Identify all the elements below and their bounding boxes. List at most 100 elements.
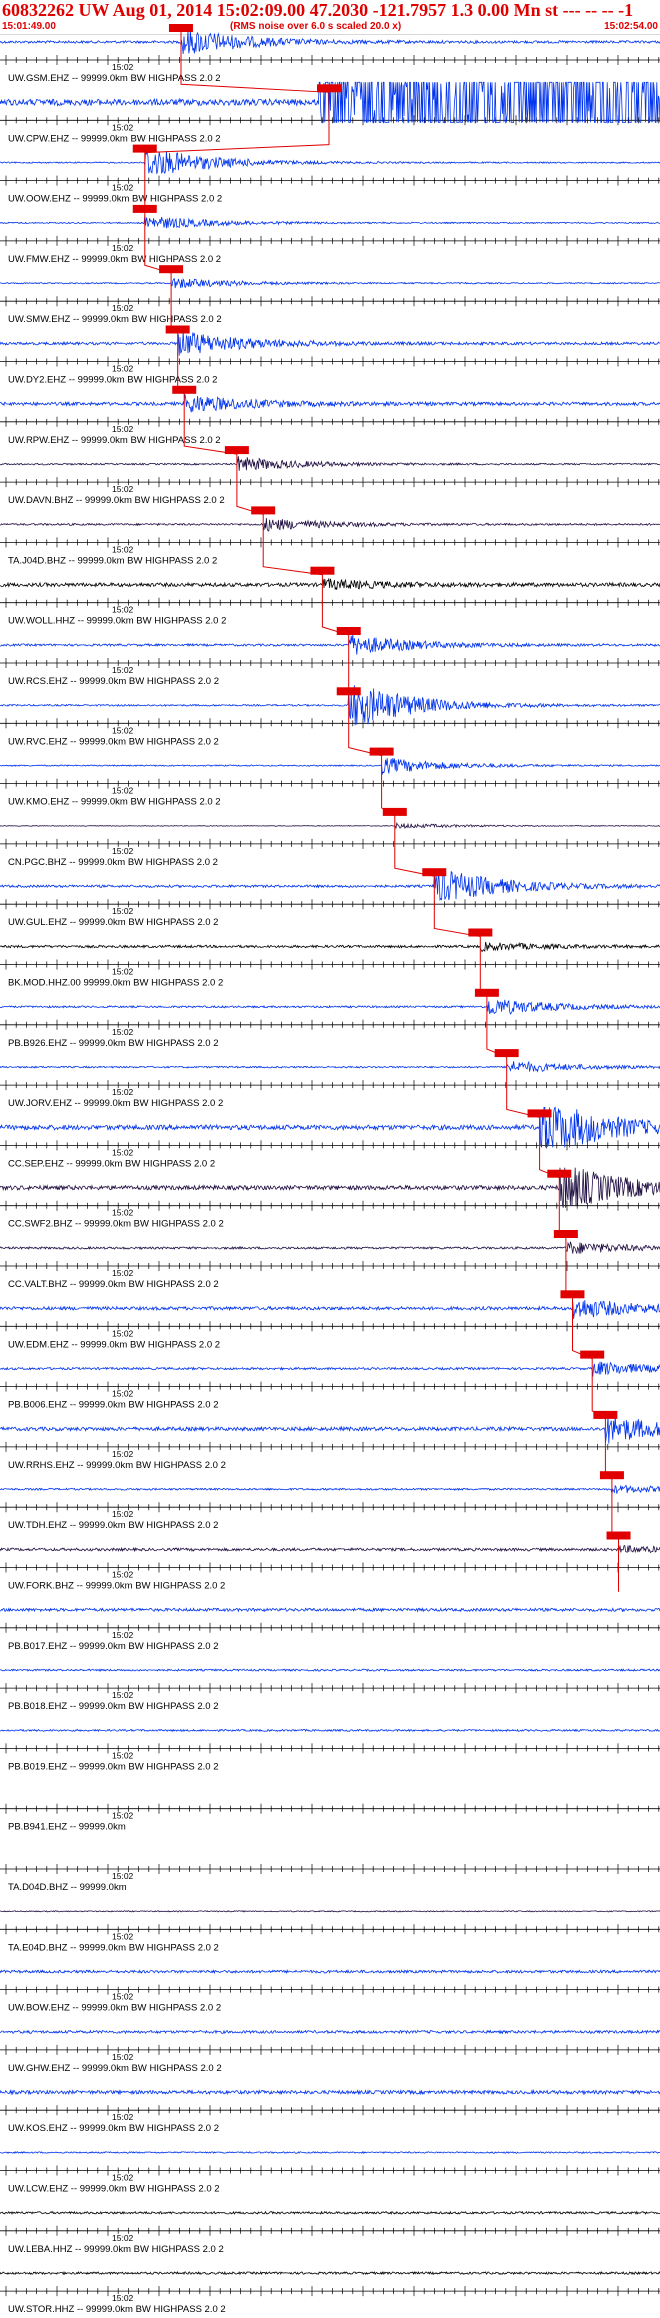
pick-marker	[165, 325, 190, 334]
tick-label: 15:02	[112, 605, 134, 615]
waveform	[0, 1969, 660, 1975]
tick-label: 15:02	[112, 1811, 134, 1821]
waveform	[0, 518, 660, 532]
pick-marker	[382, 807, 407, 816]
tick-label: 15:02	[112, 484, 134, 494]
waveform	[0, 685, 660, 726]
tick-label: 15:02	[112, 122, 134, 132]
pick-marker	[606, 1531, 631, 1540]
waveform	[0, 999, 660, 1015]
tick-label: 15:02	[112, 183, 134, 193]
station-label: UW.FMW.EHZ -- 99999.0km BW HIGHPASS 2.0 …	[8, 254, 221, 265]
waveform	[0, 2150, 660, 2154]
header: 60832262 UW Aug 01, 2014 15:02:09.00 47.…	[0, 0, 660, 35]
tick-label: 15:02	[112, 1087, 134, 1097]
station-label: PB.B926.EHZ -- 99999.0km BW HIGHPASS 2.0…	[8, 1038, 219, 1049]
station-label: UW.RRHS.EHZ -- 99999.0km BW HIGHPASS 2.0…	[8, 1460, 226, 1471]
pick-marker	[547, 1169, 572, 1178]
station-label: CC.SEP.EHZ -- 99999.0km BW HIGHPASS 2.0 …	[8, 1158, 215, 1169]
tick-label: 15:02	[112, 906, 134, 916]
waveform	[0, 456, 660, 471]
tick-label: 15:02	[112, 2233, 134, 2243]
station-label: UW.GUL.EHZ -- 99999.0km BW HIGHPASS 2.0 …	[8, 917, 218, 928]
end-time: 15:02:54.00	[604, 21, 658, 32]
waveform	[0, 1167, 660, 1208]
station-label: TA.J04D.BHZ -- 99999.0km BW HIGHPASS 2.0…	[8, 555, 217, 566]
waveform	[0, 150, 660, 174]
station-label: UW.CPW.EHZ -- 99999.0km BW HIGHPASS 2.0 …	[8, 133, 221, 144]
waveform	[0, 215, 660, 229]
station-label: PB.B006.EHZ -- 99999.0km BW HIGHPASS 2.0…	[8, 1400, 219, 1411]
pick-marker	[317, 84, 341, 93]
pick-marker	[474, 988, 499, 997]
waveform	[0, 2029, 660, 2035]
station-label: UW.GHW.EHZ -- 99999.0km BW HIGHPASS 2.0 …	[8, 2063, 222, 2074]
pick-marker	[172, 385, 197, 394]
station-label: UW.OOW.EHZ -- 99999.0km BW HIGHPASS 2.0 …	[8, 194, 222, 205]
station-label: CN.PGC.BHZ -- 99999.0km BW HIGHPASS 2.0 …	[8, 857, 218, 868]
station-label: UW.RPW.EHZ -- 99999.0km BW HIGHPASS 2.0 …	[8, 435, 221, 446]
waveform	[0, 577, 660, 590]
event-title: 60832262 UW Aug 01, 2014 15:02:09.00 47.…	[2, 0, 634, 20]
waveform	[0, 869, 660, 902]
start-time: 15:01:49.00	[2, 21, 56, 32]
tick-label: 15:02	[112, 62, 134, 72]
waveform	[0, 2210, 660, 2215]
tick-label: 15:02	[112, 424, 134, 434]
pick-marker	[560, 1290, 585, 1299]
scale-note: (RMS noise over 6.0 s scaled 20.0 x)	[230, 21, 402, 32]
station-label: UW.DAVN.BHZ -- 99999.0km BW HIGHPASS 2.0…	[8, 495, 225, 506]
tick-label: 15:02	[112, 967, 134, 977]
tick-label: 15:02	[112, 1570, 134, 1580]
station-label: UW.KOS.EHZ -- 99999.0km BW HIGHPASS 2.0 …	[8, 2123, 219, 2134]
station-label: UW.GSM.EHZ -- 99999.0km BW HIGHPASS 2.0 …	[8, 73, 221, 84]
tick-label: 15:02	[112, 786, 134, 796]
station-label: CC.VALT.BHZ -- 99999.0km BW HIGHPASS 2.0…	[8, 1279, 219, 1290]
tick-label: 15:02	[112, 1449, 134, 1459]
station-label: UW.SMW.EHZ -- 99999.0km BW HIGHPASS 2.0 …	[8, 314, 222, 325]
tick-label: 15:02	[112, 1690, 134, 1700]
station-label: PB.B018.EHZ -- 99999.0km BW HIGHPASS 2.0…	[8, 1701, 219, 1712]
pick-marker	[369, 747, 394, 756]
station-label: UW.LEBA.HHZ -- 99999.0km BW HIGHPASS 2.0…	[8, 2244, 224, 2255]
tick-label: 15:02	[112, 2112, 134, 2122]
waveform	[0, 1241, 660, 1255]
pick-marker	[336, 627, 361, 635]
station-label: PB.B941.EHZ -- 99999.0km	[8, 1822, 126, 1833]
station-label: UW.BOW.EHZ -- 99999.0km BW HIGHPASS 2.0 …	[8, 2003, 221, 2014]
tick-label: 15:02	[112, 544, 134, 554]
tick-label: 15:02	[112, 846, 134, 856]
tick-label: 15:02	[112, 1147, 134, 1157]
tick-label: 15:02	[112, 1268, 134, 1278]
station-label: UW.STOR.HHZ -- 99999.0km BW HIGHPASS 2.0…	[8, 2304, 226, 2315]
pick-marker	[310, 566, 335, 575]
tick-label: 15:02	[112, 364, 134, 374]
waveform	[0, 1668, 660, 1672]
waveform	[0, 29, 660, 54]
station-label: TA.E04D.BHZ -- 99999.0km BW HIGHPASS 2.0…	[8, 1942, 219, 1953]
station-label: UW.LCW.EHZ -- 99999.0km BW HIGHPASS 2.0 …	[8, 2184, 220, 2195]
station-label: BK.MOD.HHZ.00 99999.0km BW HIGHPASS 2.0 …	[8, 978, 223, 989]
tick-label: 15:02	[112, 1328, 134, 1338]
pick-marker	[224, 446, 249, 455]
